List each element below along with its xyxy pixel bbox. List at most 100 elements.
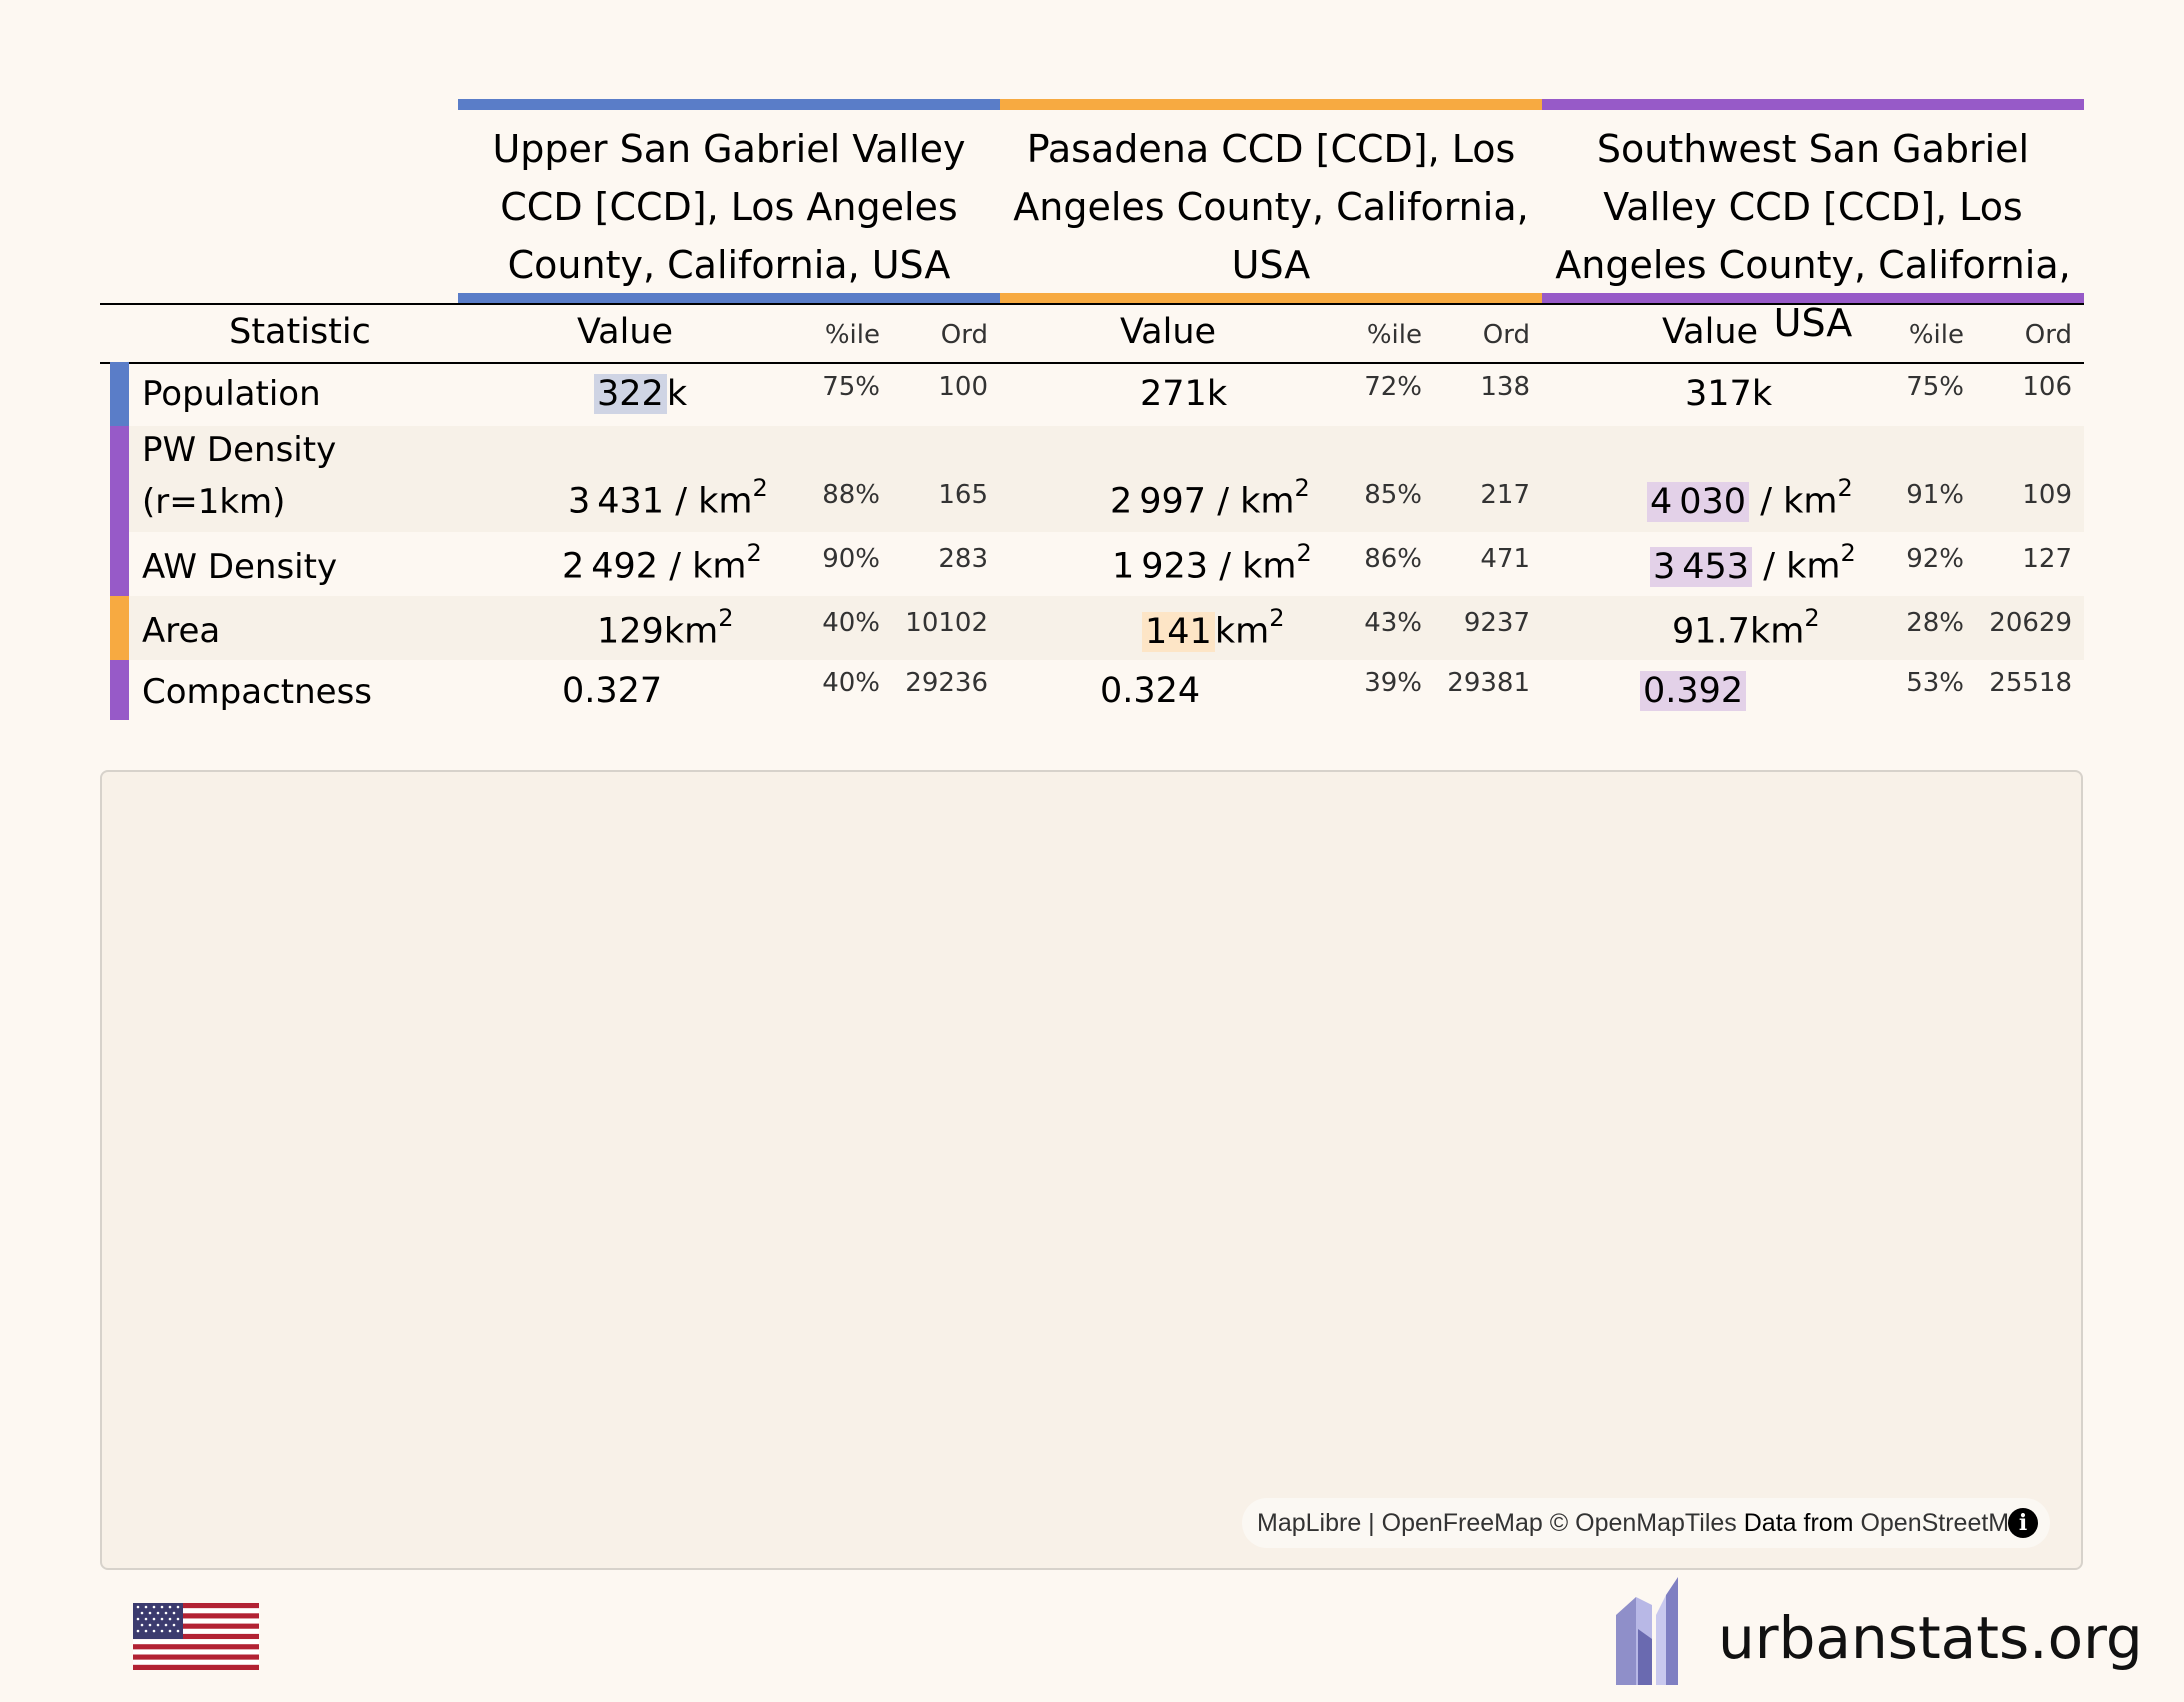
cell-ordinal: 106 — [2022, 372, 2072, 402]
cell-unit-exponent: 2 — [746, 539, 762, 567]
ordinal-header-2: Ord — [1482, 320, 1530, 350]
cell-number: 3 431 — [568, 481, 665, 522]
row-label-area[interactable]: Area — [142, 611, 221, 651]
attribution-copyright: © — [1542, 1509, 1576, 1537]
cell-number: 1 923 — [1112, 546, 1209, 587]
cell-unit: / km — [658, 546, 747, 587]
cell-ordinal: 29381 — [1447, 668, 1530, 698]
cell-value: 141km2 — [1142, 604, 1284, 652]
cell-value: 0.324 — [1100, 671, 1200, 711]
cell-unit-exponent: 2 — [752, 474, 768, 502]
cell-unit: / km — [1752, 546, 1841, 587]
cell-number: 0.392 — [1640, 671, 1747, 711]
cell-number: 0.327 — [562, 671, 663, 711]
percentile-header-3: %ile — [1908, 320, 1964, 350]
cell-value: 129km2 — [597, 604, 733, 652]
cell-number: 4 030 — [1647, 481, 1750, 522]
cell-number: 3 453 — [1650, 546, 1753, 587]
cell-percentile: 40% — [822, 608, 880, 638]
row-label-pw-density-radius[interactable]: (r=1km) — [142, 482, 286, 522]
cell-ordinal: 29236 — [905, 668, 988, 698]
cell-value: 0.327 — [562, 671, 662, 711]
cell-unit-exponent: 2 — [1837, 474, 1853, 502]
row-label-compactness[interactable]: Compactness — [142, 672, 372, 712]
urbanstats-logo-icon[interactable] — [1612, 1575, 1692, 1687]
attribution-separator: | — [1361, 1509, 1382, 1537]
cell-unit-exponent: 2 — [718, 604, 734, 632]
cell-percentile: 91% — [1906, 480, 1964, 510]
cell-ordinal: 138 — [1480, 372, 1530, 402]
cell-unit: / km — [664, 481, 753, 522]
row-label-aw-density[interactable]: AW Density — [142, 547, 338, 587]
cell-unit: k — [1206, 374, 1228, 414]
cell-unit: km — [1214, 611, 1270, 652]
cell-ordinal: 25518 — [1989, 668, 2072, 698]
cell-ordinal: 100 — [938, 372, 988, 402]
cell-percentile: 86% — [1364, 544, 1422, 574]
cell-percentile: 85% — [1364, 480, 1422, 510]
cell-value: 3 453 / km2 — [1650, 539, 1856, 587]
cell-number: 0.324 — [1100, 671, 1201, 711]
row-band-area — [110, 596, 2084, 660]
cell-percentile: 88% — [822, 480, 880, 510]
cell-value: 3 431 / km2 — [568, 474, 768, 522]
cell-value: 322k — [594, 374, 687, 414]
region-2-name[interactable]: Pasadena CCD [CCD], Los Angeles County, … — [1013, 127, 1529, 287]
row-strip-area — [110, 596, 129, 660]
cell-ordinal: 283 — [938, 544, 988, 574]
region-3-bottom-bar — [1542, 293, 2084, 303]
site-name[interactable]: urbanstats.org — [1718, 1604, 2143, 1672]
cell-unit: km — [663, 611, 719, 652]
percentile-header-2: %ile — [1366, 320, 1422, 350]
cell-ordinal: 10102 — [905, 608, 988, 638]
cell-percentile: 28% — [1906, 608, 1964, 638]
region-2-bottom-bar — [1000, 293, 1542, 303]
cell-unit: k — [666, 374, 688, 414]
cell-value: 271k — [1140, 374, 1227, 414]
cell-percentile: 72% — [1364, 372, 1422, 402]
cell-unit-exponent: 2 — [1269, 604, 1285, 632]
cell-ordinal: 20629 — [1989, 608, 2072, 638]
us-flag-icon[interactable] — [133, 1603, 259, 1670]
cell-unit-exponent: 2 — [1840, 539, 1856, 567]
cell-percentile: 75% — [1906, 372, 1964, 402]
ordinal-header-1: Ord — [940, 320, 988, 350]
openmaptiles-link[interactable]: OpenMapTiles — [1575, 1509, 1737, 1537]
cell-ordinal: 165 — [938, 480, 988, 510]
row-strip-compactness — [110, 660, 129, 720]
cell-value: 4 030 / km2 — [1647, 474, 1853, 522]
cell-value: 91.7km2 — [1672, 604, 1820, 652]
cell-unit: km — [1749, 611, 1805, 652]
openfreemap-link[interactable]: OpenFreeMap — [1381, 1509, 1543, 1537]
cell-value: 1 923 / km2 — [1112, 539, 1312, 587]
ordinal-header-3: Ord — [2024, 320, 2072, 350]
statistic-header[interactable]: Statistic — [229, 312, 371, 352]
attribution-data-from: Data from — [1736, 1509, 1861, 1537]
cell-number: 2 492 — [562, 546, 659, 587]
row-label-population[interactable]: Population — [142, 374, 321, 414]
openstreetmap-link[interactable]: OpenStreetMap — [1860, 1509, 2037, 1537]
maplibre-link[interactable]: MapLibre — [1257, 1509, 1362, 1537]
region-1-bottom-bar — [458, 293, 1000, 303]
region-3-name[interactable]: Southwest San Gabriel Valley CCD [CCD], … — [1555, 127, 2071, 345]
cell-percentile: 40% — [822, 668, 880, 698]
cell-ordinal: 217 — [1480, 480, 1530, 510]
percentile-header-1: %ile — [824, 320, 880, 350]
row-strip-pw-density — [110, 426, 129, 532]
region-1-top-bar — [458, 99, 1000, 110]
map-canvas[interactable] — [100, 770, 2083, 1570]
info-icon[interactable]: i — [2008, 1508, 2038, 1538]
cell-number: 2 997 — [1110, 481, 1207, 522]
region-3-top-bar — [1542, 99, 2084, 110]
cell-unit-exponent: 2 — [1294, 474, 1310, 502]
cell-percentile: 75% — [822, 372, 880, 402]
row-label-pw-density[interactable]: PW Density — [142, 430, 337, 470]
cell-unit: / km — [1208, 546, 1297, 587]
region-1-name[interactable]: Upper San Gabriel Valley CCD [CCD], Los … — [492, 127, 966, 287]
cell-number: 129 — [597, 611, 664, 652]
header-top-rule — [100, 303, 2084, 305]
row-strip-aw-density — [110, 532, 129, 596]
row-band-pw-density — [110, 426, 2084, 532]
row-strip-population — [110, 362, 129, 426]
cell-ordinal: 9237 — [1463, 608, 1530, 638]
